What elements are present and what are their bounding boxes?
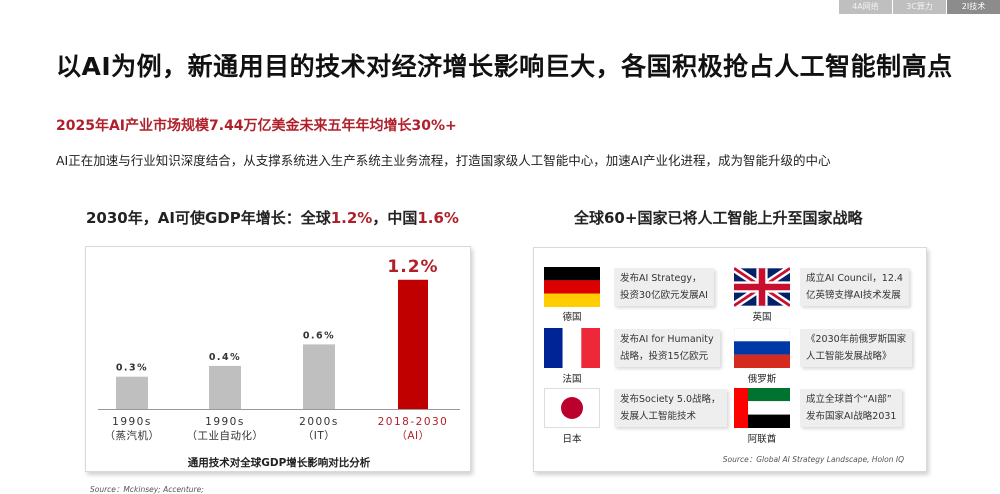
gdp-bar-chart: 0.3%1990s（蒸汽机）0.4%1990s（工业自动化）0.6%2000s（… bbox=[98, 257, 460, 469]
strategy-heading: 全球60+国家已将人工智能上升至国家战略 bbox=[574, 209, 863, 227]
note-france: 发布AI for Humanity 战略，投资15亿欧元 bbox=[614, 329, 720, 367]
bar-label-2: 0.6% bbox=[303, 330, 335, 341]
uk-flag-icon bbox=[734, 267, 790, 307]
note-uae: 成立全球首个“AI部” 发布国家AI战略2031 bbox=[800, 389, 903, 427]
tab-4a[interactable]: 4A网络 bbox=[838, 0, 892, 14]
category-label-3-0: 2018-2030 bbox=[378, 416, 449, 428]
section-tabs: 4A网络 3C算力 2I技术 bbox=[838, 0, 1000, 14]
country-name-france: 法国 bbox=[562, 374, 582, 385]
gdp-heading: 2030年，AI可使GDP年增长：全球1.2%，中国1.6% bbox=[86, 207, 459, 228]
chart-title: 通用技术对全球GDP增长影响对比分析 bbox=[188, 456, 371, 469]
note-france-line2: 战略，投资15亿欧元 bbox=[620, 351, 709, 362]
category-label-0-0: 1990s bbox=[112, 416, 152, 428]
bar-3 bbox=[398, 279, 428, 409]
note-uae-line2: 发布国家AI战略2031 bbox=[806, 411, 897, 422]
note-japan-line1: 发布Society 5.0战略， bbox=[620, 394, 721, 405]
tab-2i[interactable]: 2I技术 bbox=[946, 0, 1000, 14]
note-uk: 成立AI Council，12.4 亿英镑支撑AI技术发展 bbox=[800, 268, 909, 306]
category-label-3-1: （AI） bbox=[396, 430, 429, 442]
category-label-2-1: （IT） bbox=[303, 430, 336, 442]
note-uae-line1: 成立全球首个“AI部” bbox=[806, 394, 892, 405]
gdp-heading-mid: ，中国 bbox=[372, 209, 418, 227]
strategy-source: Source：Global AI Strategy Landscape, Hol… bbox=[722, 455, 904, 464]
gdp-china-value: 1.6% bbox=[417, 209, 459, 227]
category-label-1-1: （工业自动化） bbox=[187, 429, 264, 442]
germany-flag-icon bbox=[544, 267, 600, 307]
note-russia: 《2030年前俄罗斯国家 人工智能发展战略》 bbox=[800, 329, 913, 367]
uae-flag-icon bbox=[734, 388, 790, 428]
bar-1 bbox=[209, 365, 241, 409]
country-name-uae: 阿联酋 bbox=[747, 434, 777, 445]
country-name-japan: 日本 bbox=[562, 434, 582, 445]
note-germany-line2: 投资30亿欧元发展AI bbox=[620, 290, 708, 301]
page-subtitle: 2025年AI产业市场规模7.44万亿美金未来五年年均增长30%+ bbox=[56, 118, 457, 134]
japan-flag-icon bbox=[544, 388, 600, 428]
page-title: 以AI为例，新通用目的技术对经济增长影响巨大，各国积极抢占人工智能制高点 bbox=[56, 52, 953, 81]
note-russia-line1: 《2030年前俄罗斯国家 bbox=[806, 334, 907, 345]
note-japan: 发布Society 5.0战略， 发展人工智能技术 bbox=[614, 389, 727, 427]
note-japan-line2: 发展人工智能技术 bbox=[620, 411, 697, 422]
bar-2 bbox=[303, 344, 335, 409]
category-label-1-0: 1990s bbox=[205, 416, 245, 428]
country-name-uk: 英国 bbox=[752, 312, 772, 323]
note-uk-line2: 亿英镑支撑AI技术发展 bbox=[806, 290, 901, 301]
bottom-source: Source：Mckinsey; Accenture; bbox=[90, 485, 204, 494]
note-russia-line2: 人工智能发展战略》 bbox=[806, 351, 892, 362]
note-germany: 发布AI Strategy， 投资30亿欧元发展AI bbox=[614, 268, 714, 306]
bar-label-1: 0.4% bbox=[209, 352, 241, 363]
country-name-germany: 德国 bbox=[562, 312, 582, 323]
country-strategy-panel: 德国 发布AI Strategy， 投资30亿欧元发展AI 英国 成立AI Co… bbox=[533, 247, 927, 472]
bar-label-3: 1.2% bbox=[387, 257, 438, 277]
tab-3c[interactable]: 3C算力 bbox=[892, 0, 946, 14]
gdp-chart-panel: 0.3% 1990s （蒸汽机） 0.4% 1990s （工业自动化） 0.6% 2000s （… bbox=[85, 246, 471, 472]
category-label-2-0: 2000s bbox=[299, 416, 339, 428]
category-label-0-1: （蒸汽机） bbox=[105, 429, 160, 442]
gdp-global-value: 1.2% bbox=[330, 209, 373, 227]
note-germany-line1: 发布AI Strategy， bbox=[620, 273, 702, 284]
page-description: AI正在加速与行业知识深度结合，从支撑系统进入生产系统主业务流程，打造国家级人工… bbox=[56, 153, 831, 168]
country-name-russia: 俄罗斯 bbox=[747, 374, 777, 385]
note-france-line1: 发布AI for Humanity bbox=[620, 334, 714, 345]
france-flag-icon bbox=[544, 328, 600, 368]
gdp-heading-prefix: 2030年，AI可使GDP年增长：全球 bbox=[86, 209, 331, 227]
note-uk-line1: 成立AI Council，12.4 bbox=[806, 273, 903, 284]
russia-flag-icon bbox=[734, 328, 790, 368]
bar-label-0: 0.3% bbox=[116, 363, 148, 374]
bar-0 bbox=[116, 376, 148, 409]
